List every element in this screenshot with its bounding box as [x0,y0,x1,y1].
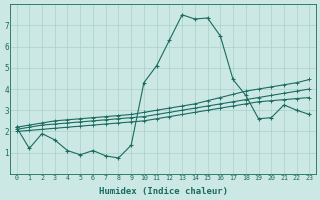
X-axis label: Humidex (Indice chaleur): Humidex (Indice chaleur) [99,187,228,196]
